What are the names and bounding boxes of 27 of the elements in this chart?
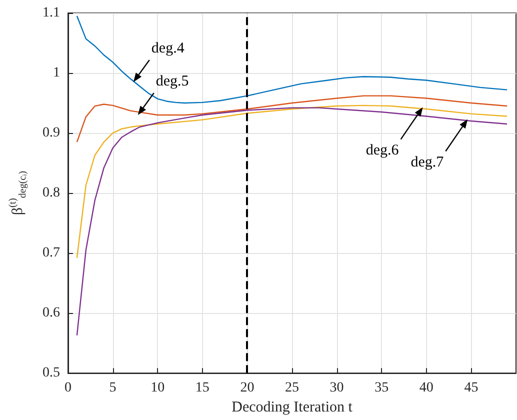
line-series	[76, 107, 508, 336]
x-axis-title: Decoding Iteration t	[232, 400, 354, 416]
x-tick-label: 15	[195, 380, 210, 396]
y-axis-title: β(t)deg(cᵢ)	[8, 170, 28, 216]
y-tick-label: 0.9	[42, 126, 60, 141]
x-tick-label: 45	[464, 380, 478, 396]
x-tick-label: 20	[240, 380, 254, 396]
y-tick-label: 1	[53, 66, 60, 81]
line-series	[76, 104, 508, 258]
x-tick-label: 30	[330, 380, 344, 396]
annotation: deg.6	[366, 142, 400, 159]
annotation: deg.5	[156, 74, 189, 90]
x-tick-label: 5	[109, 380, 116, 396]
x-tick-label: 0	[64, 380, 72, 396]
line-series	[76, 15, 508, 104]
x-tick-label: 35	[374, 380, 389, 396]
y-tick-label: 0.5	[42, 366, 60, 381]
y-tick-label: 1.1	[42, 6, 60, 20]
y-tick-label: 0.7	[42, 246, 60, 261]
x-tick-label: 40	[419, 380, 434, 396]
line-series	[76, 95, 508, 143]
annotation: deg.4	[151, 40, 185, 57]
x-tick-label: 25	[285, 380, 299, 396]
x-tick-label: 10	[150, 380, 165, 396]
y-tick-label: 0.8	[42, 186, 60, 201]
y-tick-label: 0.6	[42, 306, 60, 321]
annotation: deg.7	[410, 154, 444, 171]
